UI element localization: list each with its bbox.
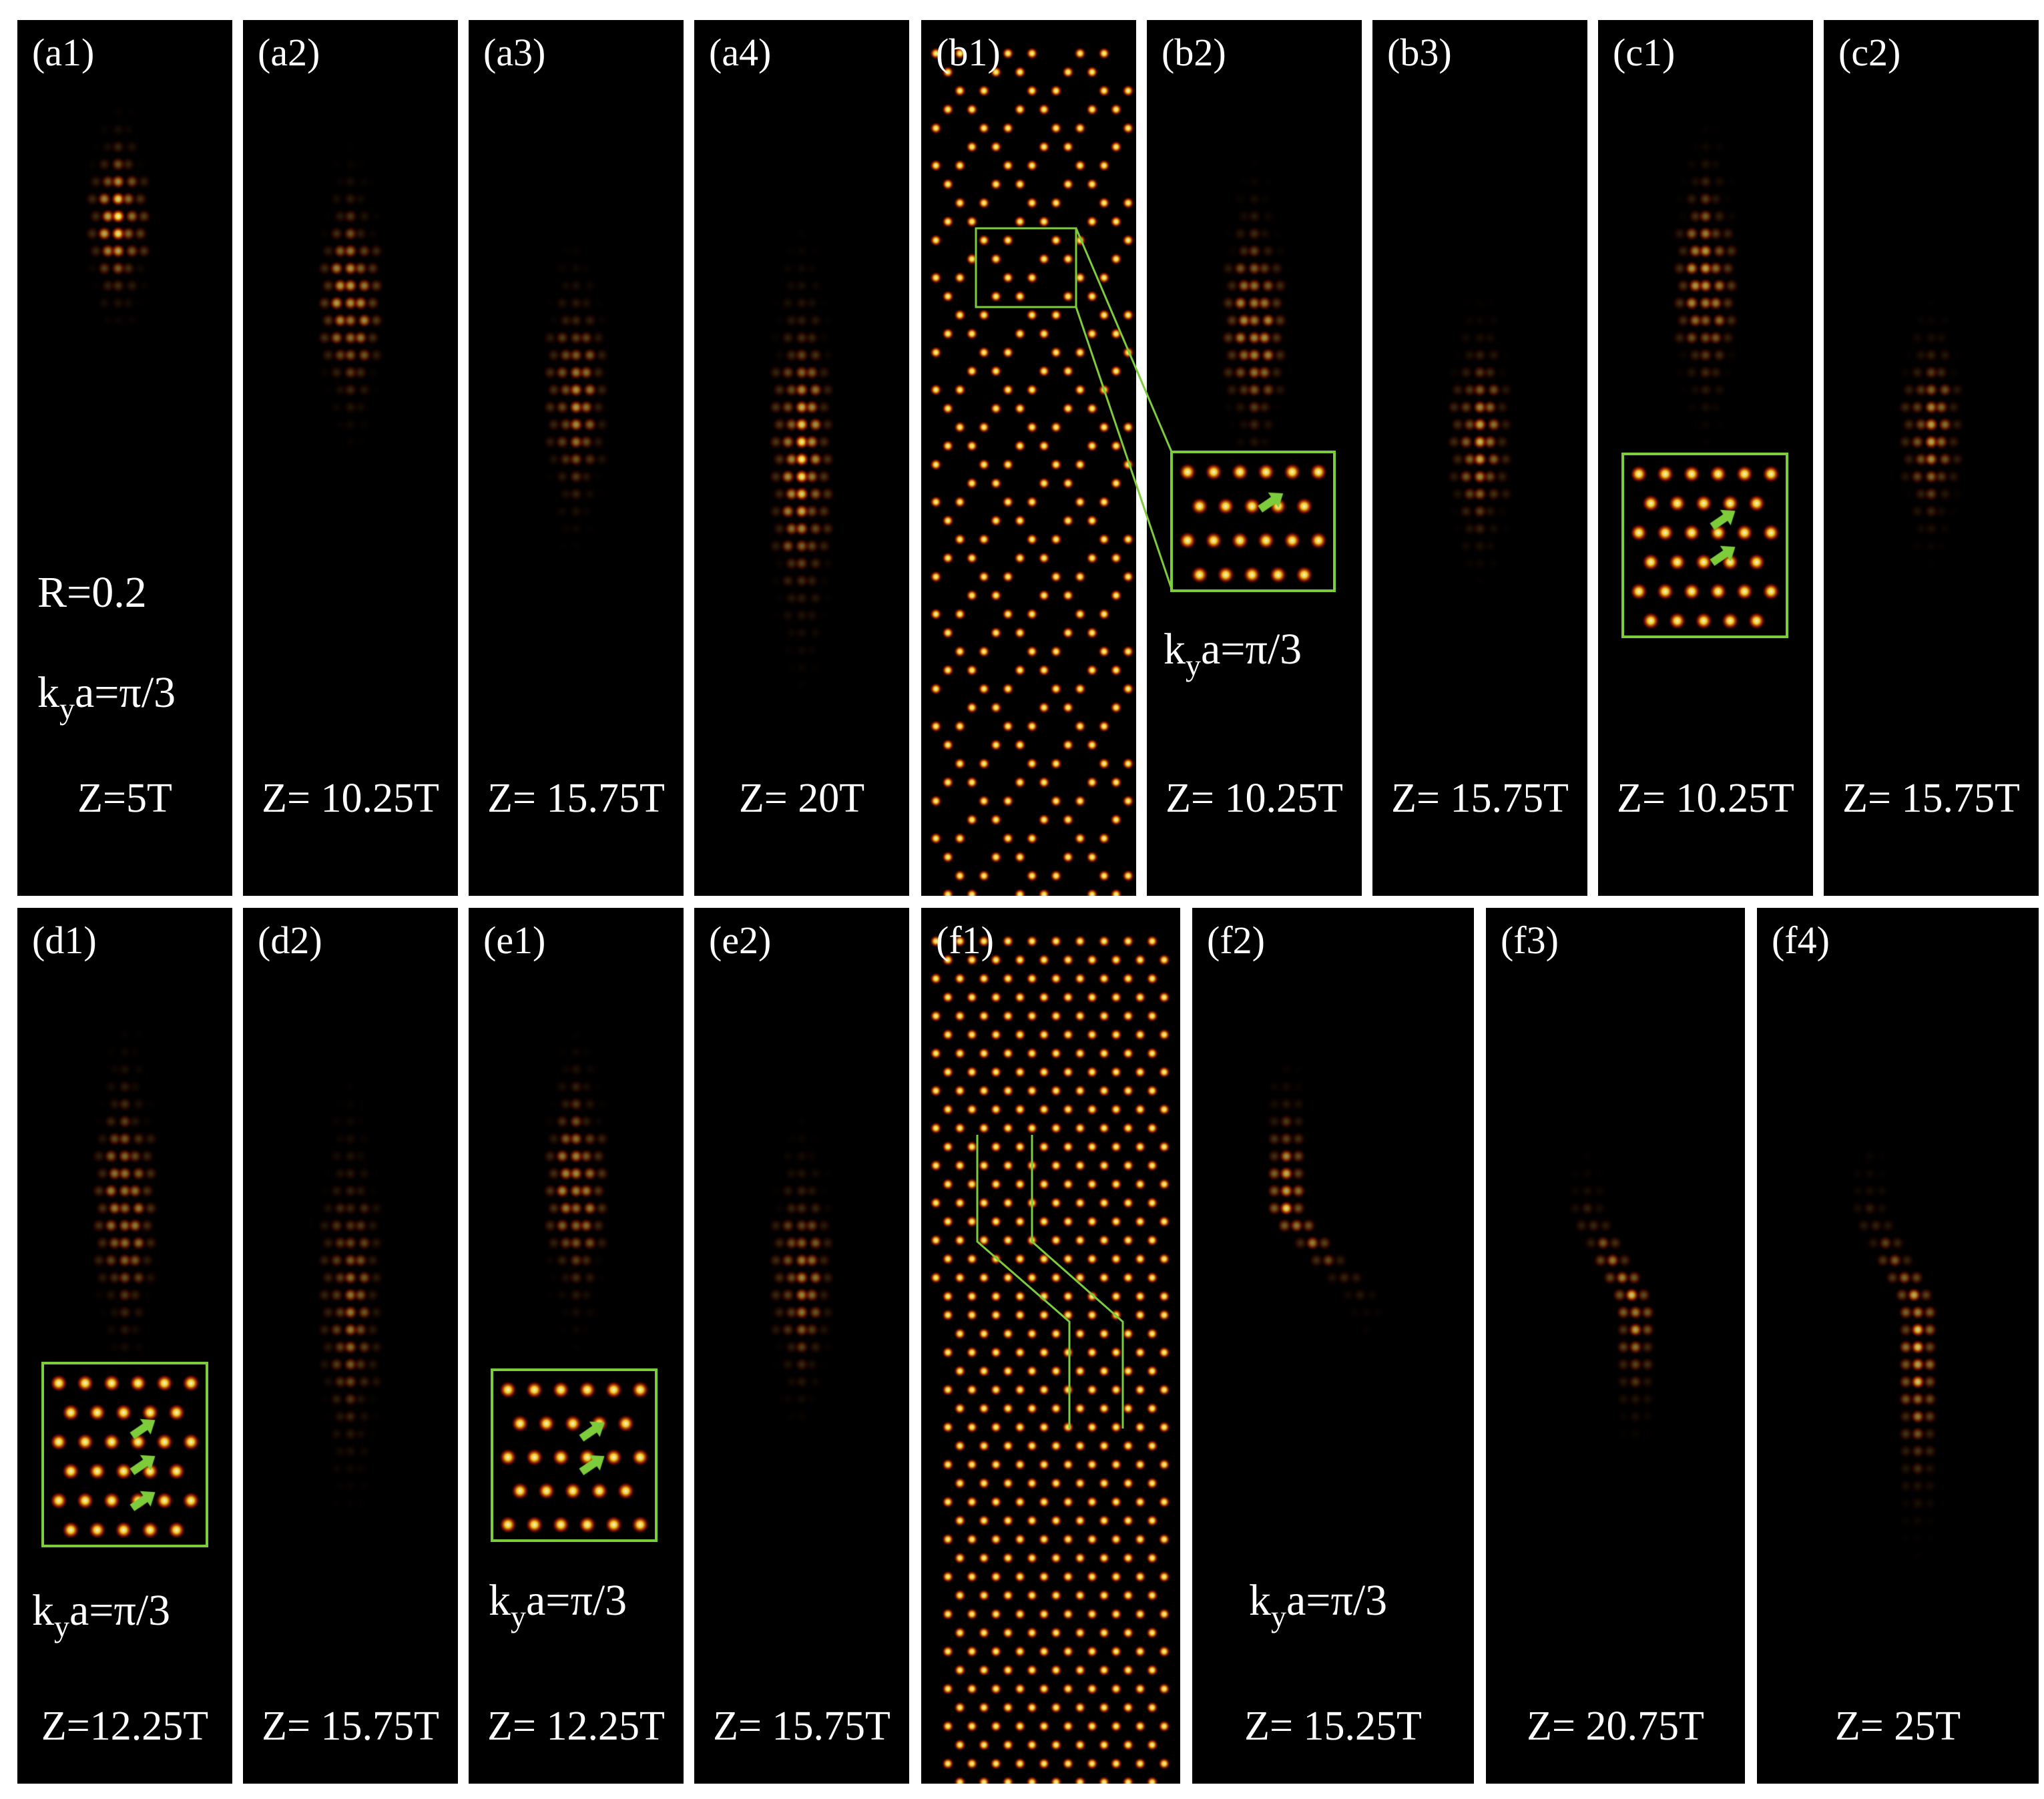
intensity-map <box>1372 20 1587 896</box>
panel-label: (f3) <box>1501 919 1559 962</box>
propagation-distance: Z= 15.75T <box>262 1704 439 1749</box>
panel-a4: (a4) Z= 20T <box>694 20 909 896</box>
panel-f2: (f2) kya=π/3 Z= 15.25T <box>1192 908 1474 1784</box>
lattice-inset <box>491 1368 658 1542</box>
panel-e1: (e1) kya=π/3 Z= 12.25T <box>469 908 684 1784</box>
panel-label: (e1) <box>483 919 546 962</box>
propagation-distance: Z=12.25T <box>41 1704 209 1749</box>
inset-lattice <box>44 1364 206 1545</box>
wavevector-label: kya=π/3 <box>1249 1576 1388 1633</box>
panel-label: (c2) <box>1838 31 1901 74</box>
inset-lattice <box>1624 455 1786 635</box>
lattice-inset <box>41 1362 208 1547</box>
inset-lattice <box>1173 453 1333 589</box>
propagation-distance: Z=5T <box>77 776 172 821</box>
panel-label: (b3) <box>1387 31 1452 74</box>
panel-c1: (c1) Z= 10.25T <box>1598 20 1813 896</box>
propagation-distance: Z= 15.75T <box>713 1704 890 1749</box>
panel-label: (d2) <box>258 919 322 962</box>
intensity-map <box>1192 908 1474 1784</box>
lattice-map <box>921 20 1136 896</box>
panel-label: (f2) <box>1207 919 1265 962</box>
lattice-map <box>921 908 1180 1784</box>
panel-label: (b1) <box>936 31 1001 74</box>
intensity-map <box>1824 20 2039 896</box>
wavevector-label: kya=π/3 <box>489 1576 627 1633</box>
propagation-distance: Z= 10.25T <box>1166 776 1343 821</box>
panel-d2: (d2) Z= 15.75T <box>243 908 458 1784</box>
panel-f3: (f3) Z= 20.75T <box>1486 908 1745 1784</box>
ratio-label: R=0.2 <box>37 568 147 617</box>
intensity-map <box>694 20 909 896</box>
panel-label: (d1) <box>32 919 97 962</box>
panel-a2: (a2) Z= 10.25T <box>243 20 458 896</box>
propagation-distance: Z= 20.75T <box>1527 1704 1704 1749</box>
propagation-distance: Z= 15.75T <box>487 776 665 821</box>
panel-label: (e2) <box>709 919 772 962</box>
intensity-map <box>17 908 232 1784</box>
panel-b3: (b3) Z= 15.75T <box>1372 20 1587 896</box>
lattice-inset <box>1170 451 1336 592</box>
intensity-map <box>469 908 684 1784</box>
propagation-distance: Z= 15.75T <box>1391 776 1569 821</box>
propagation-distance: Z= 15.25T <box>1244 1704 1422 1749</box>
panel-label: (c1) <box>1613 31 1676 74</box>
panel-b2: (b2) kya=π/3 Z= 10.25T <box>1147 20 1362 896</box>
wavevector-label: kya=π/3 <box>37 668 176 726</box>
panel-label: (a2) <box>258 31 320 74</box>
propagation-distance: Z= 20T <box>738 776 865 821</box>
intensity-map <box>1757 908 2039 1784</box>
lattice-inset <box>1621 453 1788 638</box>
panel-f1: (f1) <box>921 908 1180 1784</box>
inset-lattice <box>493 1371 655 1539</box>
intensity-map <box>1486 908 1745 1784</box>
panel-label: (a3) <box>483 31 546 74</box>
wavevector-label: kya=π/3 <box>1164 625 1302 682</box>
panel-f4: (f4) Z= 25T <box>1757 908 2039 1784</box>
panel-d1: (d1) kya=π/3 Z=12.25T <box>17 908 232 1784</box>
propagation-distance: Z= 15.75T <box>1842 776 2020 821</box>
propagation-distance: Z= 10.25T <box>262 776 439 821</box>
intensity-map <box>694 908 909 1784</box>
intensity-map <box>17 20 232 896</box>
propagation-distance: Z= 10.25T <box>1617 776 1794 821</box>
panel-label: (a1) <box>32 31 95 74</box>
panel-label: (f4) <box>1772 919 1830 962</box>
wavevector-label: kya=π/3 <box>32 1586 171 1643</box>
panel-e2: (e2) Z= 15.75T <box>694 908 909 1784</box>
panel-a3: (a3) Z= 15.75T <box>469 20 684 896</box>
panel-a1: (a1) R=0.2 kya=π/3 Z=5T <box>17 20 232 896</box>
panel-c2: (c2) Z= 15.75T <box>1824 20 2039 896</box>
panel-label: (f1) <box>936 919 994 962</box>
intensity-map <box>243 908 458 1784</box>
propagation-distance: Z= 25T <box>1834 1704 1961 1749</box>
intensity-map <box>243 20 458 896</box>
panel-label: (b2) <box>1162 31 1226 74</box>
panel-label: (a4) <box>709 31 772 74</box>
propagation-distance: Z= 12.25T <box>487 1704 665 1749</box>
panel-b1: (b1) <box>921 20 1136 896</box>
intensity-map <box>469 20 684 896</box>
